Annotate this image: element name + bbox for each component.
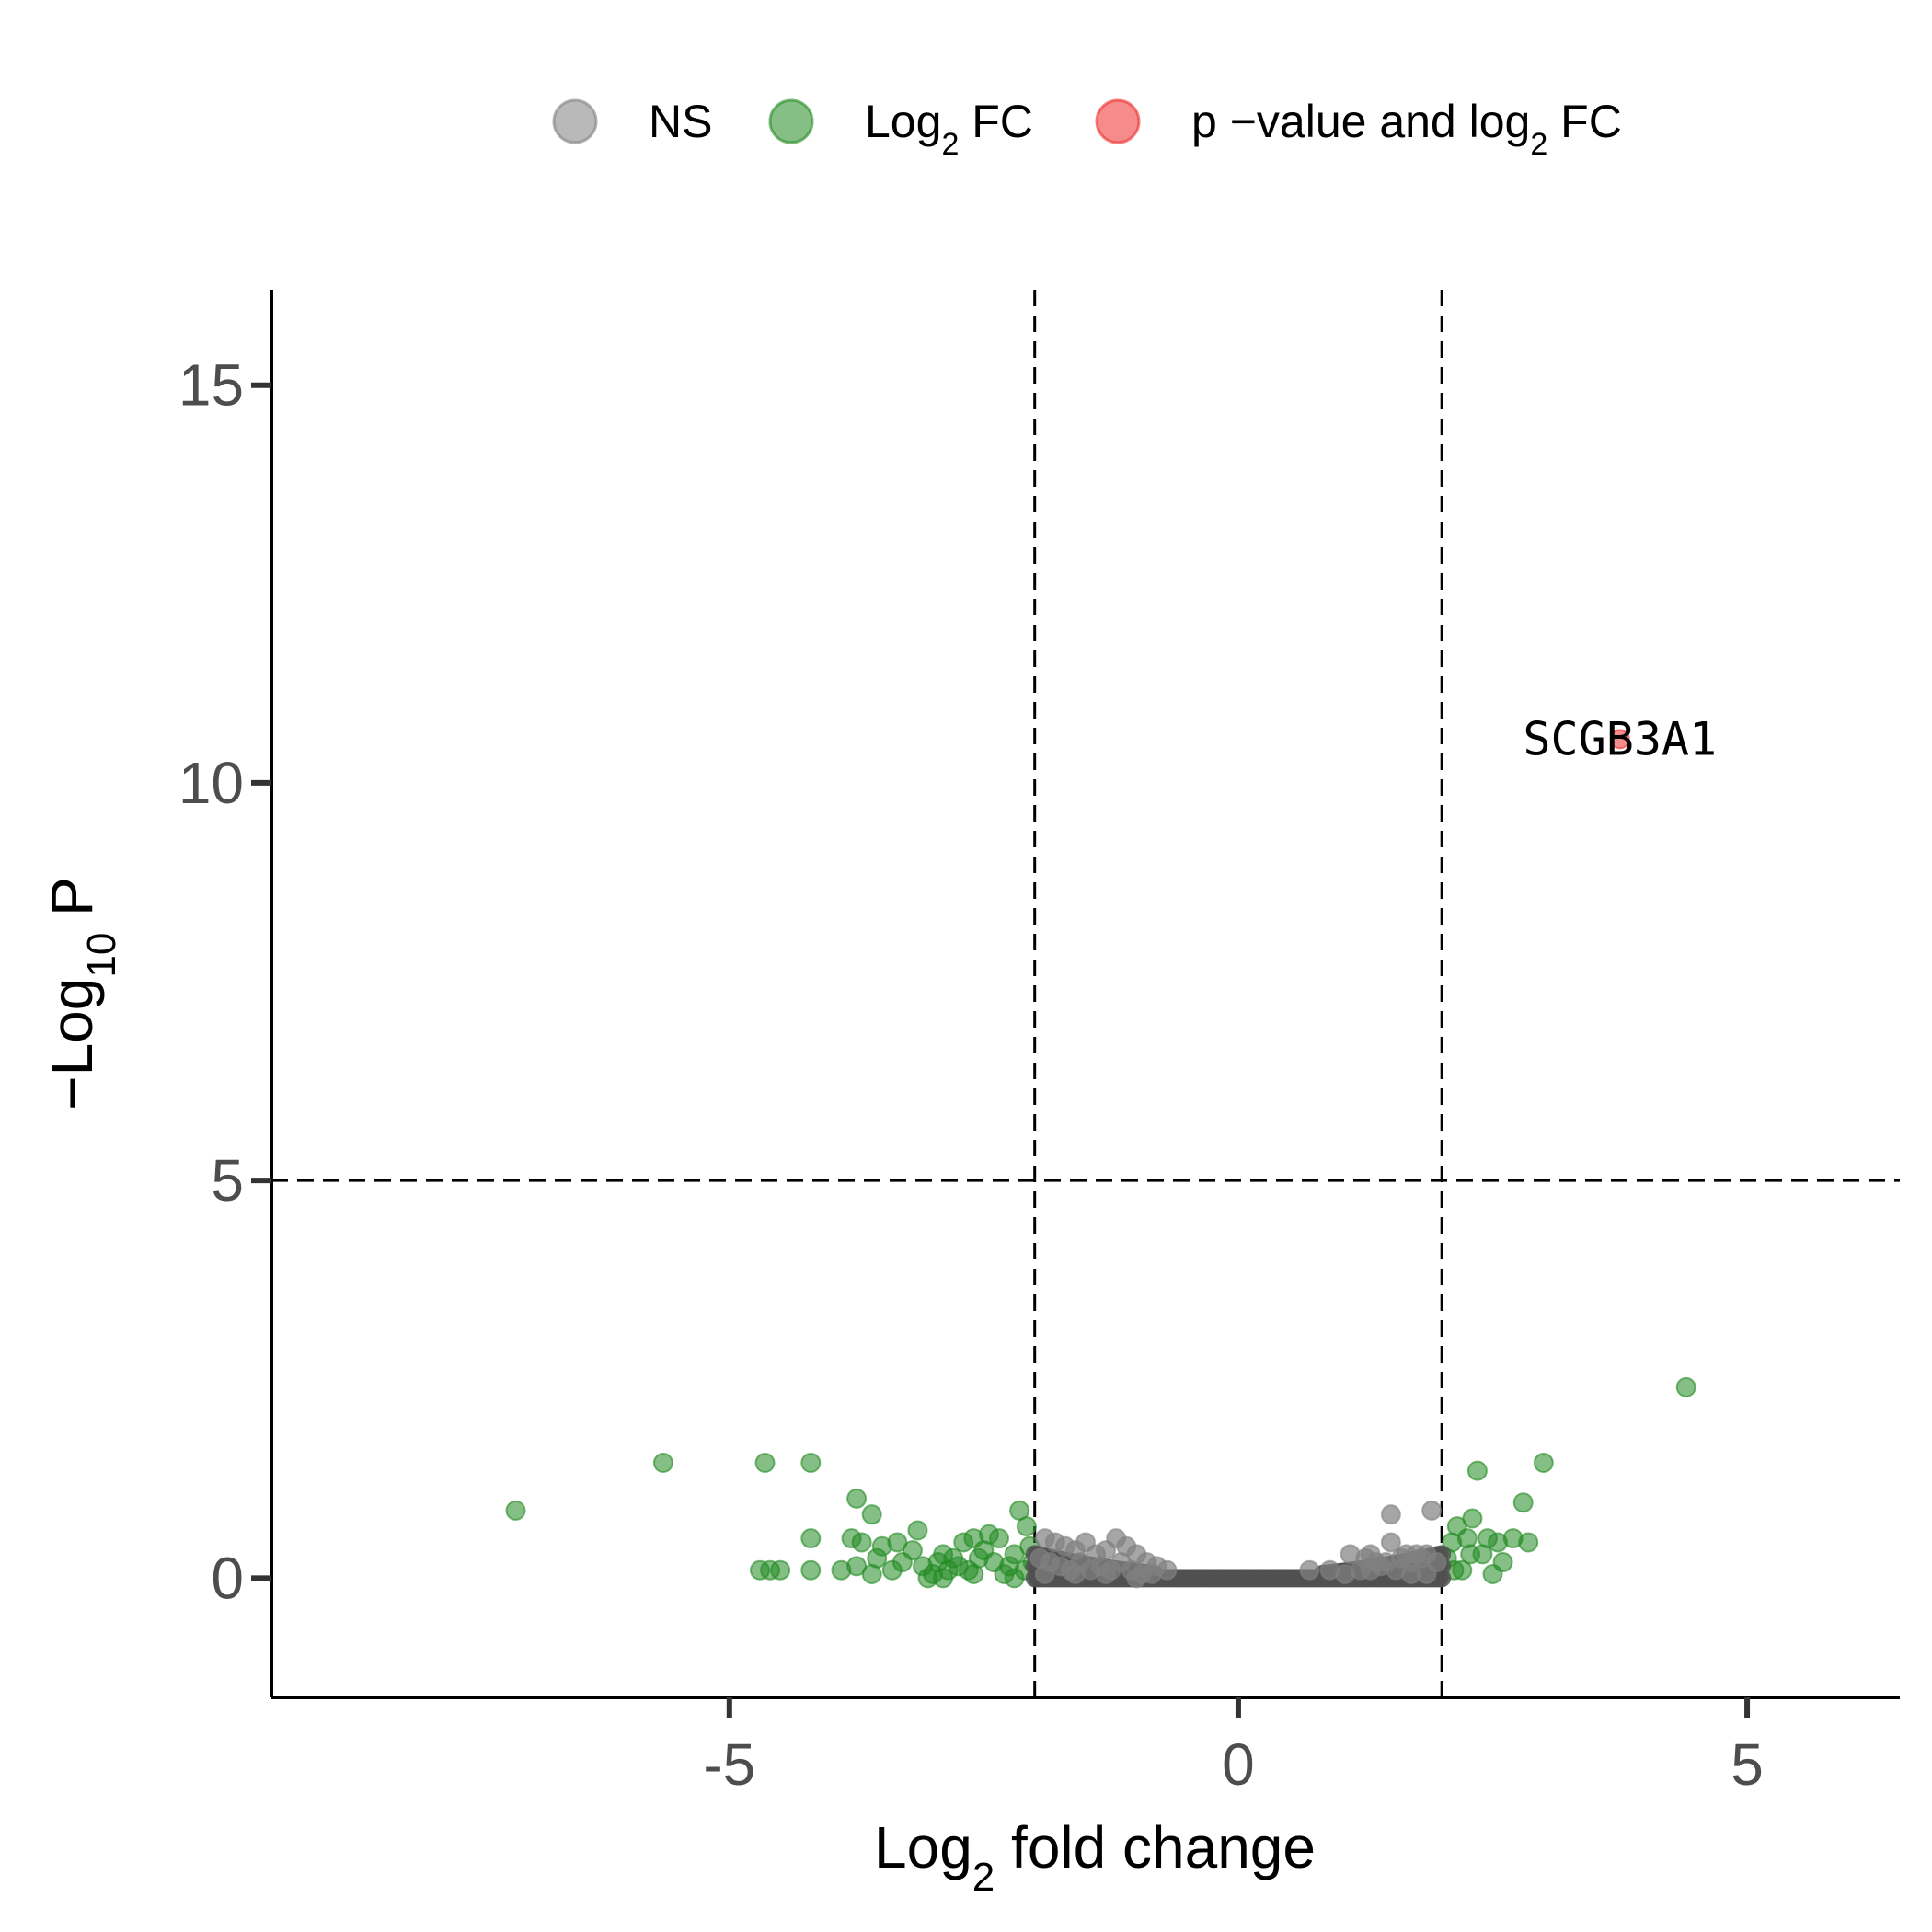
- data-point-fc: [505, 1500, 526, 1521]
- legend-key-fc: [768, 98, 814, 144]
- data-point-ns: [1156, 1559, 1178, 1581]
- data-point-fc: [1512, 1492, 1534, 1513]
- axes: -5 0 5 0 5 10 15: [178, 290, 1900, 1798]
- data-point-fc: [948, 1556, 969, 1577]
- data-point-fc: [887, 1532, 908, 1553]
- y-tick-label: 5: [211, 1147, 244, 1213]
- gene-label: SCGB3A1: [1523, 712, 1717, 765]
- data-point-fc: [1004, 1568, 1025, 1589]
- data-point-fc: [968, 1547, 989, 1569]
- data-point-ns: [1380, 1504, 1401, 1525]
- data-point-fc: [988, 1528, 1009, 1549]
- data-point-ns: [1096, 1564, 1117, 1585]
- cutoff-lines: [271, 290, 1900, 1697]
- data-point-ns: [1299, 1559, 1320, 1581]
- data-point-fc: [800, 1528, 822, 1549]
- legend-key-both: [1095, 98, 1141, 144]
- data-point-fc: [861, 1504, 882, 1525]
- data-point-both: [1609, 729, 1630, 750]
- data-point-ns: [1360, 1544, 1381, 1565]
- data-point-fc: [867, 1547, 888, 1569]
- x-tick-label: 0: [1222, 1731, 1255, 1798]
- x-tick-label: 5: [1731, 1731, 1764, 1798]
- data-point-fc: [963, 1528, 984, 1549]
- data-point-fc: [907, 1520, 928, 1541]
- gene-annotations: SCGB3A1: [1523, 712, 1717, 765]
- data-point-fc: [851, 1532, 872, 1553]
- legend-label-fc: Log2 FC: [865, 96, 1033, 162]
- data-point-fc: [1462, 1508, 1483, 1529]
- data-point-ns: [1421, 1500, 1443, 1521]
- data-point-fc: [754, 1453, 776, 1473]
- legend-label-ns: NS: [649, 96, 712, 147]
- legend: NS Log2 FC p −value and log2 FC: [552, 96, 1622, 162]
- data-point-fc: [1460, 1544, 1481, 1565]
- data-point-fc: [1518, 1532, 1539, 1553]
- data-point-fc: [846, 1488, 868, 1509]
- data-point-fc: [1533, 1453, 1554, 1473]
- data-points: [505, 729, 1696, 1589]
- data-point-fc: [800, 1453, 822, 1473]
- data-point-ns: [1126, 1568, 1147, 1589]
- data-point-ns: [1416, 1564, 1437, 1585]
- data-point-ns: [1034, 1564, 1055, 1585]
- y-tick-label: 15: [178, 352, 244, 419]
- x-tick-label: -5: [703, 1731, 755, 1798]
- data-point-fc: [1016, 1516, 1037, 1537]
- legend-label-both: p −value and log2 FC: [1191, 96, 1622, 162]
- data-point-fc: [933, 1568, 954, 1589]
- y-tick-label: 10: [178, 750, 244, 816]
- data-point-fc: [1492, 1552, 1513, 1573]
- y-tick-label: 0: [211, 1545, 244, 1611]
- data-point-ns: [1064, 1564, 1086, 1585]
- legend-key-ns: [552, 98, 598, 144]
- x-axis-title: Log2 fold change: [874, 1814, 1316, 1900]
- data-point-ns: [1380, 1532, 1401, 1553]
- data-point-fc: [652, 1453, 673, 1473]
- data-point-fc: [770, 1559, 791, 1581]
- y-axis-title: −Log10 P: [39, 877, 124, 1110]
- data-point-fc: [1466, 1460, 1488, 1481]
- data-point-fc: [1675, 1376, 1696, 1397]
- data-point-fc: [800, 1559, 822, 1581]
